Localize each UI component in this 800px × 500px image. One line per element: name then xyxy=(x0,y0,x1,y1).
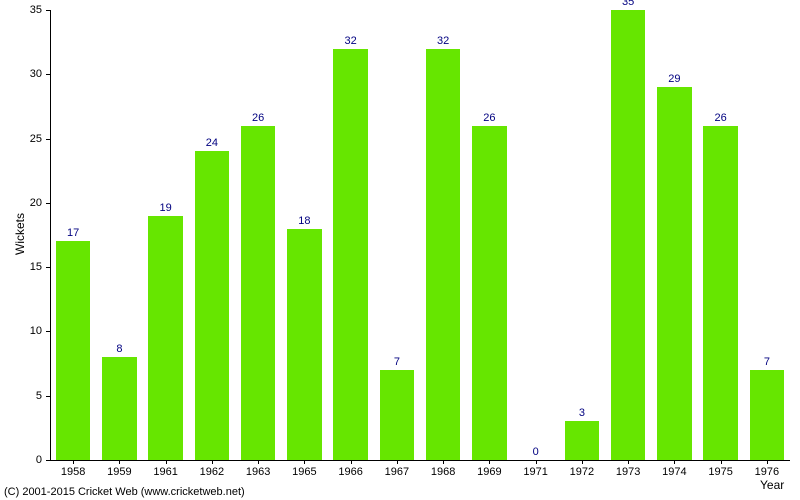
bar-value-label: 29 xyxy=(668,73,680,85)
bar-value-label: 17 xyxy=(67,227,79,239)
y-tick-label: 35 xyxy=(0,4,42,16)
bar-value-label: 8 xyxy=(116,343,122,355)
bar-value-label: 0 xyxy=(533,446,539,458)
x-tick-label: 1974 xyxy=(662,466,686,478)
x-tick xyxy=(397,460,398,464)
x-tick-label: 1975 xyxy=(708,466,732,478)
y-tick-label: 0 xyxy=(0,454,42,466)
bar-value-label: 26 xyxy=(715,112,727,124)
bar xyxy=(565,421,600,460)
x-tick-label: 1966 xyxy=(338,466,362,478)
y-axis-label: Wickets xyxy=(13,204,27,264)
x-tick-label: 1971 xyxy=(523,466,547,478)
bar xyxy=(750,370,785,460)
x-axis-line xyxy=(50,460,790,461)
credit-text: (C) 2001-2015 Cricket Web (www.cricketwe… xyxy=(4,486,245,498)
bar-value-label: 7 xyxy=(764,356,770,368)
x-tick xyxy=(304,460,305,464)
bar-value-label: 26 xyxy=(252,112,264,124)
x-tick-label: 1965 xyxy=(292,466,316,478)
bar-value-label: 32 xyxy=(437,35,449,47)
y-tick-label: 10 xyxy=(0,325,42,337)
x-tick xyxy=(582,460,583,464)
x-tick xyxy=(674,460,675,464)
y-tick xyxy=(46,460,50,461)
bar xyxy=(102,357,137,460)
bar-value-label: 26 xyxy=(483,112,495,124)
x-tick-label: 1967 xyxy=(385,466,409,478)
x-tick xyxy=(443,460,444,464)
bar xyxy=(472,126,507,460)
bar xyxy=(703,126,738,460)
bar xyxy=(333,49,368,460)
x-tick-label: 1959 xyxy=(107,466,131,478)
x-tick xyxy=(628,460,629,464)
x-tick-label: 1968 xyxy=(431,466,455,478)
bar xyxy=(241,126,276,460)
y-tick-label: 25 xyxy=(0,133,42,145)
y-tick xyxy=(46,74,50,75)
x-tick-label: 1962 xyxy=(200,466,224,478)
x-tick-label: 1961 xyxy=(153,466,177,478)
y-tick xyxy=(46,203,50,204)
x-tick-label: 1963 xyxy=(246,466,270,478)
x-tick-label: 1976 xyxy=(755,466,779,478)
y-tick-label: 30 xyxy=(0,68,42,80)
x-tick-label: 1972 xyxy=(570,466,594,478)
bar xyxy=(148,216,183,460)
bar-value-label: 7 xyxy=(394,356,400,368)
x-tick xyxy=(258,460,259,464)
bar-value-label: 3 xyxy=(579,407,585,419)
x-tick-label: 1958 xyxy=(61,466,85,478)
x-tick xyxy=(166,460,167,464)
y-tick xyxy=(46,396,50,397)
bar xyxy=(287,229,322,460)
bar xyxy=(56,241,91,460)
y-axis-line xyxy=(50,10,51,460)
x-tick xyxy=(489,460,490,464)
bar xyxy=(380,370,415,460)
y-tick-label: 5 xyxy=(0,390,42,402)
bar-value-label: 35 xyxy=(622,0,634,8)
x-axis-label: Year xyxy=(760,478,784,492)
bar-value-label: 19 xyxy=(160,202,172,214)
x-tick xyxy=(212,460,213,464)
x-tick-label: 1969 xyxy=(477,466,501,478)
y-tick xyxy=(46,331,50,332)
x-tick xyxy=(73,460,74,464)
x-tick-label: 1973 xyxy=(616,466,640,478)
bar xyxy=(195,151,230,460)
bar xyxy=(657,87,692,460)
bar-value-label: 18 xyxy=(298,215,310,227)
y-tick xyxy=(46,139,50,140)
y-tick xyxy=(46,10,50,11)
y-tick xyxy=(46,267,50,268)
bar-value-label: 24 xyxy=(206,137,218,149)
bar-value-label: 32 xyxy=(345,35,357,47)
x-tick xyxy=(721,460,722,464)
x-tick xyxy=(351,460,352,464)
bar xyxy=(611,10,646,460)
chart-container: 05101520253035Wickets1719588195919196124… xyxy=(0,0,800,500)
x-tick xyxy=(767,460,768,464)
bar xyxy=(426,49,461,460)
x-tick xyxy=(119,460,120,464)
x-tick xyxy=(536,460,537,464)
